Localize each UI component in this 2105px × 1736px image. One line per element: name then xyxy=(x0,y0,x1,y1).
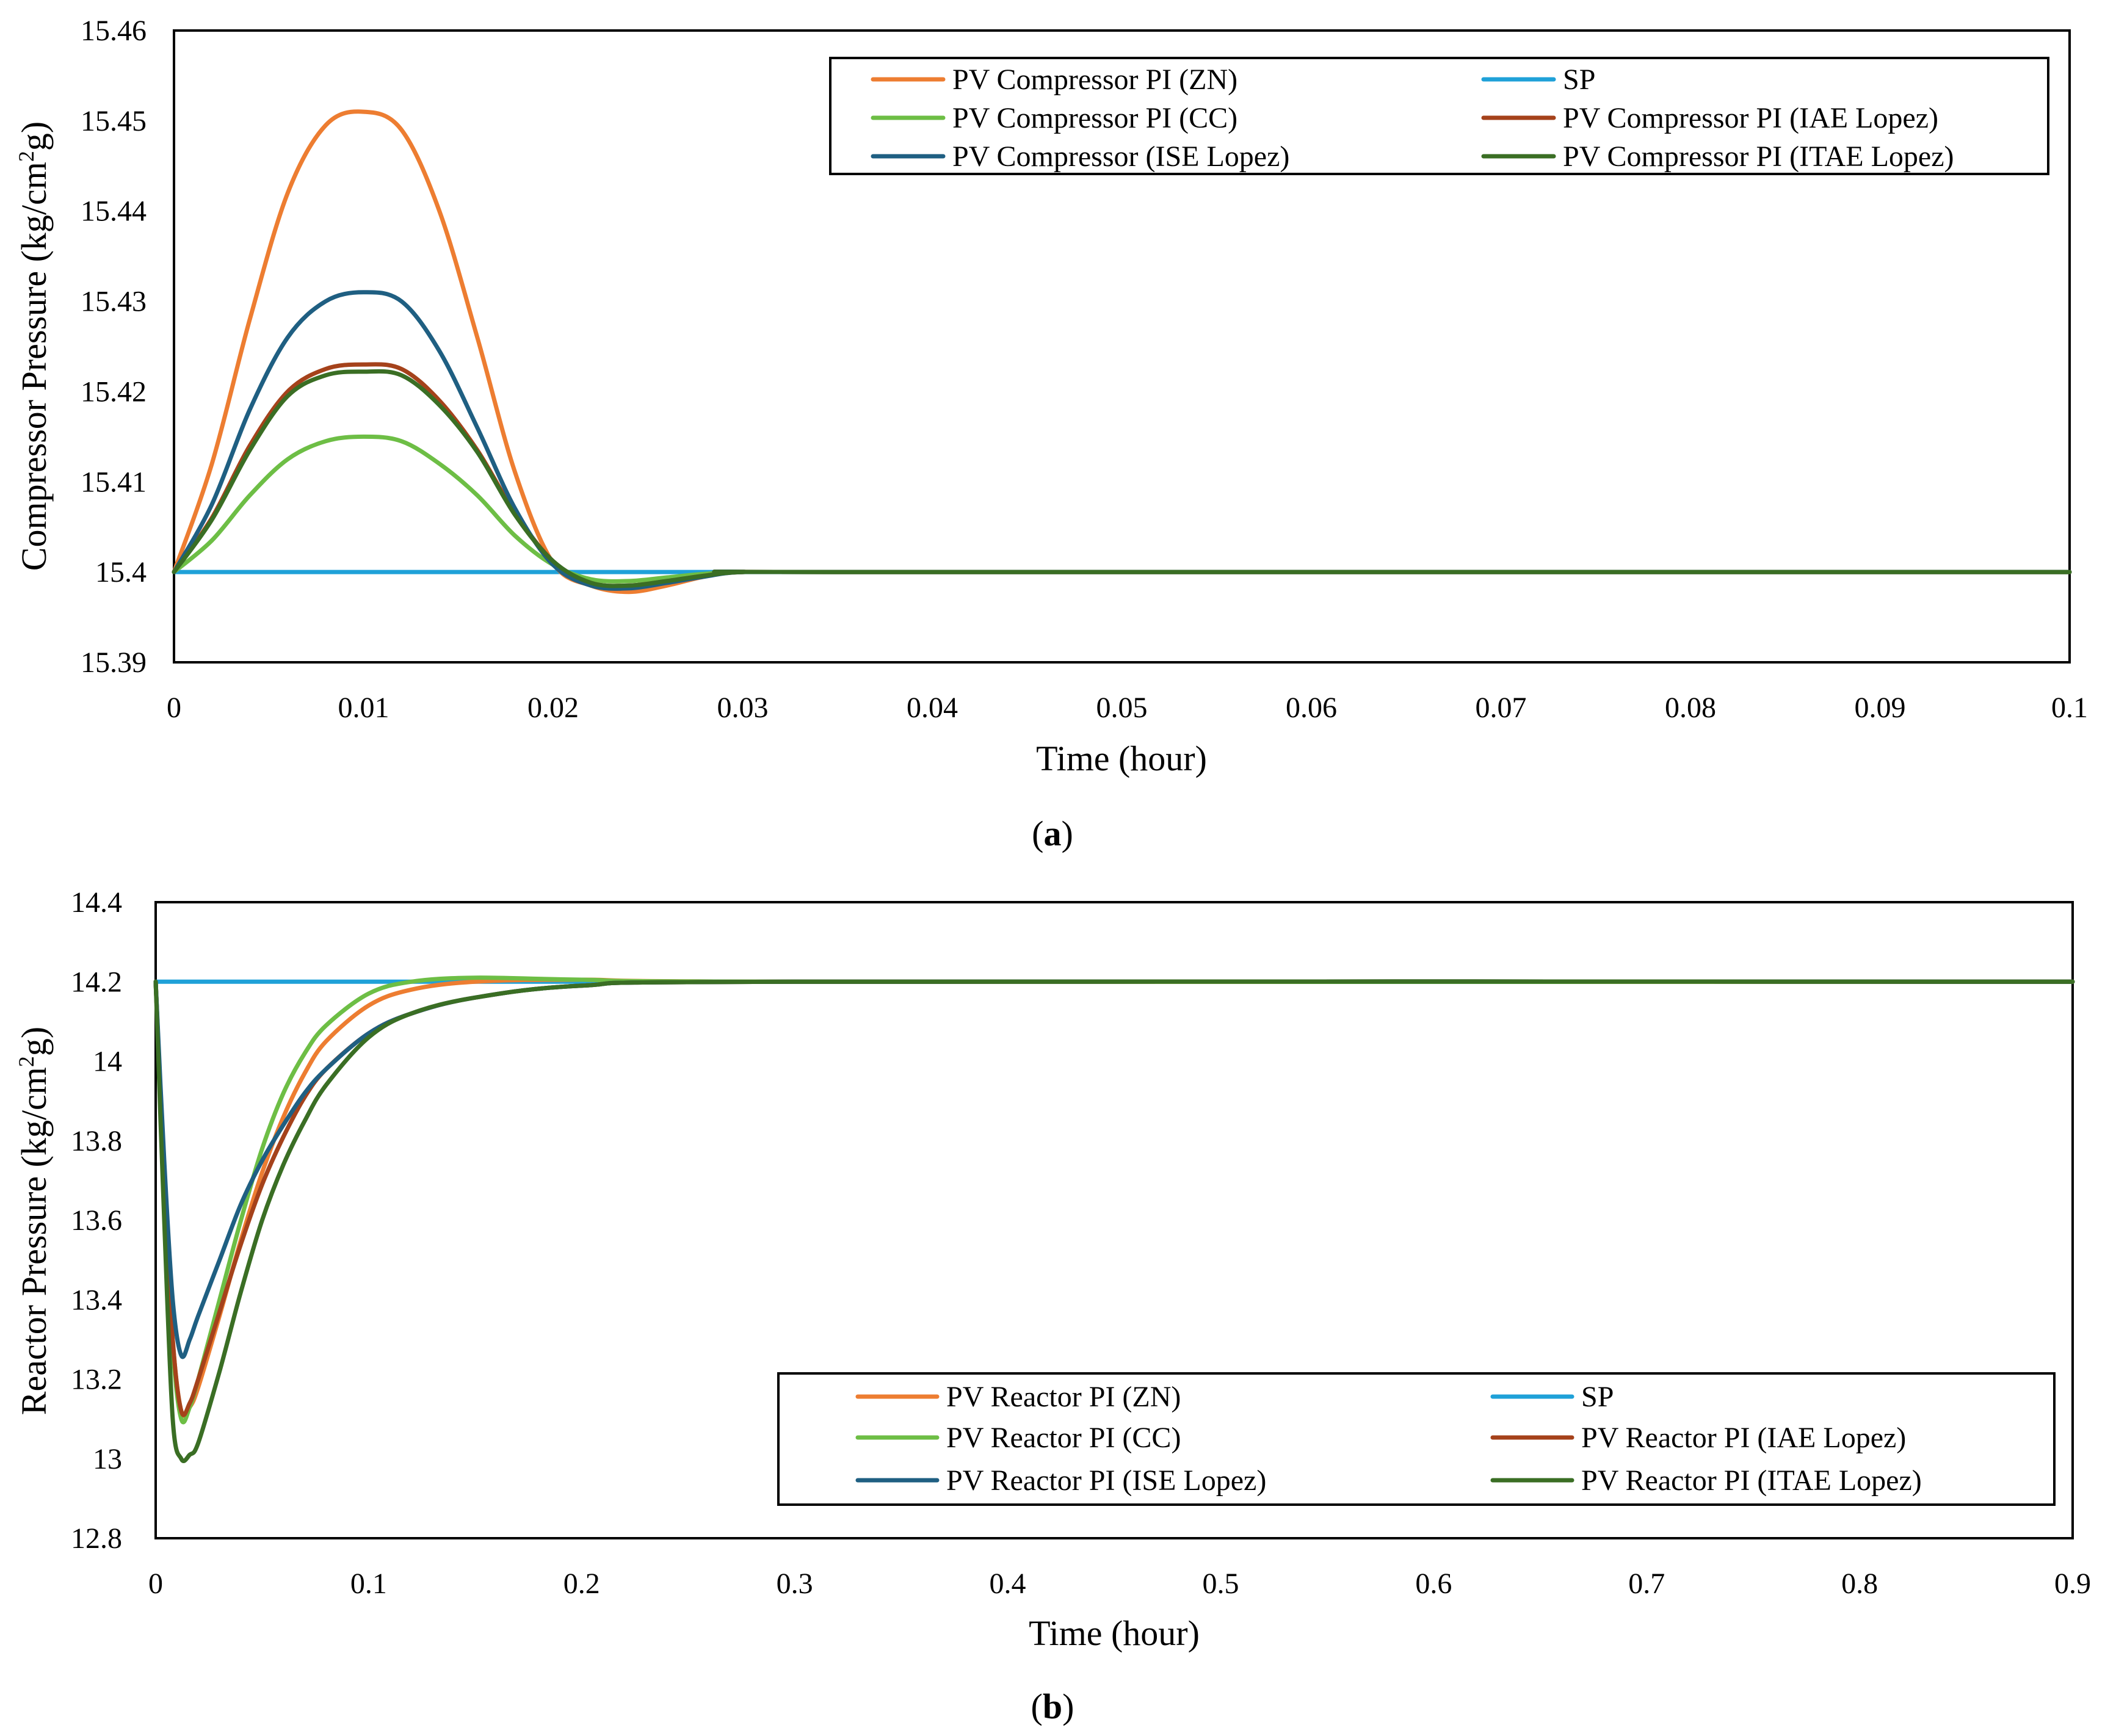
y-tick-label: 13.2 xyxy=(71,1364,122,1396)
series-line-pv-compressor-ise-lopez xyxy=(172,290,2072,591)
x-tick-label: 0.02 xyxy=(527,692,579,724)
x-tick-labels-a: 0 0.01 0.02 0.03 0.04 0.05 0.06 0.07 0.08 0.09 0.1 xyxy=(167,692,2088,724)
x-tick-label: 0.5 xyxy=(1202,1568,1239,1600)
series-line-pv-compressor-pi-zn xyxy=(172,109,2072,595)
x-tick-label: 0.6 xyxy=(1415,1568,1452,1600)
legend-label-pv-compressor-pi-zn: PV Compressor PI (ZN) xyxy=(952,63,1237,96)
chart-panel-b: 12.8 13 13.2 13.4 13.6 13.8 14 14.2 14.4 0 0.1 0.2… xyxy=(14,886,2091,1726)
x-axis-title-b: Time (hour) xyxy=(1029,1613,1200,1653)
x-tick-label: 0.1 xyxy=(350,1568,387,1600)
series-line-pv-reactor-pi-ise-lopez xyxy=(153,979,2075,1359)
y-tick-label: 13.8 xyxy=(71,1125,122,1157)
x-tick-label: 0.09 xyxy=(1855,692,1906,724)
x-tick-label: 0.08 xyxy=(1665,692,1716,724)
x-tick-label: 0.05 xyxy=(1096,692,1148,724)
x-tick-label: 0.06 xyxy=(1286,692,1337,724)
y-tick-label: 13.4 xyxy=(71,1284,122,1316)
y-tick-label: 15.42 xyxy=(81,375,147,408)
legend-b: PV Reactor PI (ZN) SP PV Reactor PI (CC) PV… xyxy=(777,1372,2056,1506)
legend-a: PV Compressor PI (ZN) SP PV Compressor PI … xyxy=(829,57,2049,175)
series-line-pv-compressor-pi-iae-lopez xyxy=(172,362,2072,588)
y-tick-labels-a: 15.39 15.4 15.41 15.42 15.43 15.44 15.45 15.46 xyxy=(81,15,147,679)
x-tick-label: 0 xyxy=(148,1568,163,1600)
y-tick-label: 14 xyxy=(93,1046,122,1078)
y-axis-title-a: Compressor Pressure (kg/cm2g) xyxy=(14,121,54,571)
x-tick-label: 0.04 xyxy=(907,692,958,724)
legend-box-b xyxy=(777,1372,2056,1506)
y-tick-label: 15.46 xyxy=(81,15,147,47)
series-line-pv-reactor-pi-itae-lopez xyxy=(153,979,2075,1463)
legend-label-pv-reactor-pi-iae-lopez: PV Reactor PI (IAE Lopez) xyxy=(1581,1422,1906,1454)
series-line-pv-compressor-pi-itae-lopez xyxy=(172,369,2072,588)
chart-panel-a: 15.3915.415.4115.4215.4315.4415.4515.46 … xyxy=(14,15,2088,853)
x-axis-title-a: Time (hour) xyxy=(1036,739,1207,778)
y-tick-label: 15.44 xyxy=(81,195,147,228)
y-tick-label: 15.45 xyxy=(81,105,147,137)
legend-label-pv-reactor-pi-zn: PV Reactor PI (ZN) xyxy=(946,1381,1181,1413)
legend-label-sp: SP xyxy=(1563,63,1595,96)
y-tick-label: 12.8 xyxy=(71,1522,122,1555)
y-tick-label: 15.43 xyxy=(81,286,147,318)
y-tick-label: 15.4 xyxy=(95,556,147,588)
x-tick-labels-b: 0 0.1 0.2 0.3 0.4 0.5 0.6 0.7 0.8 0.9 xyxy=(148,1568,2091,1600)
y-tick-label: 13.6 xyxy=(71,1204,122,1237)
y-tick-labels-b: 12.8 13 13.2 13.4 13.6 13.8 14 14.2 14.4 xyxy=(71,886,122,1555)
x-tick-label: 0.2 xyxy=(563,1568,600,1600)
x-tick-label: 0.07 xyxy=(1476,692,1527,724)
legend-label-pv-reactor-pi-cc: PV Reactor PI (CC) xyxy=(946,1422,1181,1454)
y-tick-label: 15.39 xyxy=(81,646,147,679)
y-tick-label: 14.2 xyxy=(71,966,122,998)
panel-label-a: (a) xyxy=(1032,814,1073,853)
y-axis-title-b: Reactor Pressure (kg/cm2g) xyxy=(14,1027,54,1415)
legend-label-pv-compressor-pi-cc: PV Compressor PI (CC) xyxy=(952,102,1237,134)
legend-label-pv-compressor-pi-iae-lopez: PV Compressor PI (IAE Lopez) xyxy=(1563,102,1938,134)
y-tick-label: 14.4 xyxy=(71,886,122,919)
series-a xyxy=(172,109,2072,595)
y-tick-label: 13 xyxy=(93,1443,122,1475)
y-tick-label: 15.41 xyxy=(81,466,147,498)
series-line-pv-reactor-pi-cc xyxy=(153,975,2075,1425)
legend-label-pv-reactor-pi-ise-lopez: PV Reactor PI (ISE Lopez) xyxy=(946,1464,1266,1497)
x-tick-label: 0.4 xyxy=(990,1568,1026,1600)
series-line-pv-compressor-pi-cc xyxy=(172,434,2072,584)
legend-label-sp: SP xyxy=(1581,1381,1614,1413)
x-tick-label: 0.03 xyxy=(717,692,769,724)
plot-area-b xyxy=(154,901,2074,1539)
legend-label-pv-reactor-pi-itae-lopez: PV Reactor PI (ITAE Lopez) xyxy=(1581,1464,1922,1497)
series-line-pv-reactor-pi-zn xyxy=(153,977,2075,1418)
legend-box-a xyxy=(829,57,2049,175)
legend-label-pv-compressor-pi-itae-lopez: PV Compressor PI (ITAE Lopez) xyxy=(1563,140,1954,173)
plot-area-a xyxy=(173,29,2071,664)
x-tick-label: 0.7 xyxy=(1628,1568,1665,1600)
x-tick-label: 0.3 xyxy=(777,1568,813,1600)
x-tick-label: 0.01 xyxy=(338,692,389,724)
x-tick-label: 0 xyxy=(167,692,181,724)
x-tick-label: 0.9 xyxy=(2054,1568,2091,1600)
panel-label-b: (b) xyxy=(1031,1687,1074,1726)
x-tick-label: 0.8 xyxy=(1841,1568,1878,1600)
series-b xyxy=(153,975,2075,1463)
legend-label-pv-compressor-ise-lopez: PV Compressor (ISE Lopez) xyxy=(952,140,1289,173)
x-tick-label: 0.1 xyxy=(2051,692,2088,724)
series-line-pv-reactor-pi-iae-lopez xyxy=(153,979,2075,1417)
